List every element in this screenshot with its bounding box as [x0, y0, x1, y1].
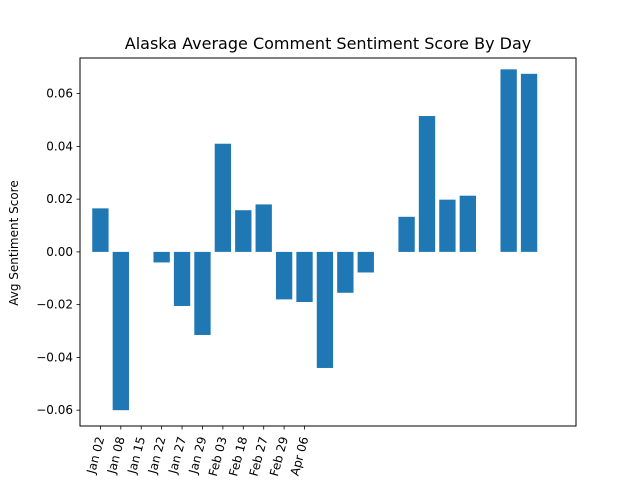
- bar-13: [398, 216, 415, 252]
- x-tick-label: Jan 27: [165, 435, 189, 476]
- y-axis-ticks: −0.06 −0.04 −0.02 0.00 0.02 0.04 0.06: [36, 87, 80, 417]
- bar-3: [173, 251, 191, 306]
- bars-group: [92, 69, 538, 411]
- bar-18: [520, 73, 538, 252]
- y-tick-label: −0.04: [36, 350, 73, 364]
- bar-16: [459, 195, 476, 252]
- bar-14: [418, 116, 436, 252]
- x-tick-label: Jan 08: [104, 435, 128, 476]
- y-tick-label: 0.00: [46, 245, 73, 259]
- bar-8: [275, 251, 293, 300]
- y-tick-label: 0.06: [46, 87, 73, 101]
- plot-frame: [79, 57, 577, 427]
- y-tick-label: −0.02: [36, 298, 73, 312]
- bar-7: [255, 204, 272, 252]
- bar-17: [500, 69, 517, 252]
- x-tick-label: Jan 22: [145, 435, 169, 476]
- bar-1: [112, 251, 129, 411]
- bar-10: [316, 251, 334, 368]
- x-tick-label: Jan 02: [84, 435, 108, 476]
- chart-title: Alaska Average Comment Sentiment Score B…: [125, 34, 531, 53]
- x-tick-label: Apr 06: [288, 435, 312, 477]
- bar-6: [235, 210, 252, 252]
- bar-9: [296, 251, 313, 303]
- bar-4: [194, 251, 211, 335]
- bar-12: [357, 251, 374, 273]
- y-tick-label: 0.04: [46, 139, 73, 153]
- y-tick-label: −0.06: [36, 403, 73, 417]
- x-tick-label: Jan 29: [186, 435, 210, 476]
- y-tick-label: 0.02: [46, 192, 73, 206]
- bar-5: [214, 143, 232, 252]
- x-tick-label: Jan 15: [125, 435, 149, 476]
- y-axis-label: Avg Sentiment Score: [7, 180, 21, 306]
- bar-15: [439, 199, 456, 252]
- bar-2: [153, 251, 170, 263]
- bar-0: [92, 208, 109, 252]
- bar-11: [337, 251, 354, 293]
